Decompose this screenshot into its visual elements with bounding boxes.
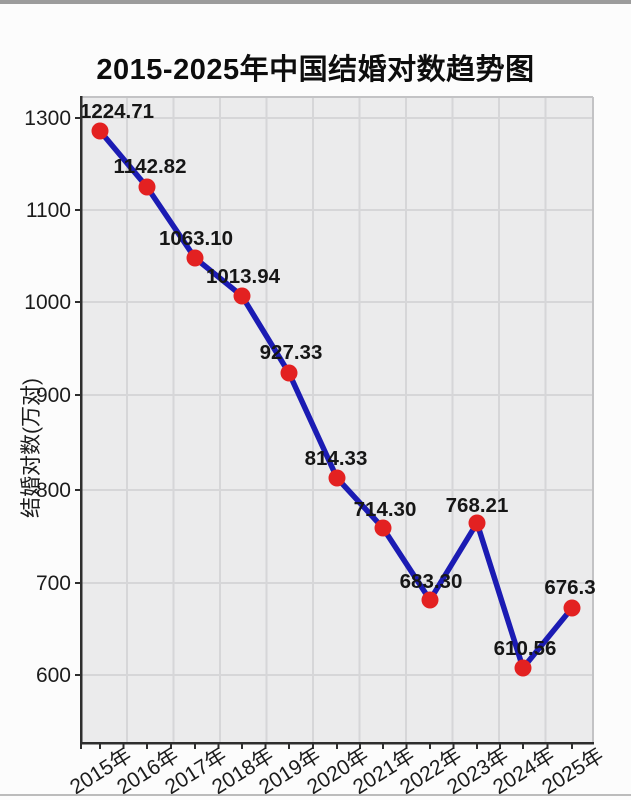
chart-title: 2015-2025年中国结婚对数趋势图: [96, 54, 535, 86]
y-tick-label: 700: [36, 572, 71, 595]
data-point-marker: [421, 591, 439, 609]
data-point-label: 683.30: [400, 570, 463, 593]
data-point-label: 927.33: [260, 341, 323, 364]
data-point-marker: [328, 469, 346, 487]
bottom-divider-line: [0, 794, 631, 796]
data-point-label: 714.30: [354, 498, 417, 521]
data-point-marker: [186, 249, 204, 267]
data-point-label: 814.33: [305, 447, 368, 470]
data-point-marker: [514, 659, 532, 677]
data-point-label: 610.56: [494, 637, 557, 660]
data-point-label: 1142.82: [114, 155, 187, 178]
data-point-marker: [280, 364, 298, 382]
y-tick-label: 1000: [24, 291, 71, 314]
data-point-label: 768.21: [446, 494, 509, 517]
data-point-marker: [374, 519, 392, 537]
data-point-marker: [468, 514, 486, 532]
data-point-marker: [233, 287, 251, 305]
data-point-label: 676.3: [544, 576, 595, 599]
y-tick-label: 900: [36, 384, 71, 407]
top-divider-bar: [0, 0, 631, 4]
data-point-label: 1013.94: [206, 265, 281, 288]
data-point-label: 1224.71: [80, 100, 154, 123]
data-point-marker: [138, 178, 156, 196]
data-point-label: 1063.10: [159, 227, 233, 250]
y-tick-label: 600: [36, 664, 71, 687]
y-tick-label: 1100: [26, 199, 71, 222]
y-tick-label: 1300: [24, 107, 71, 130]
data-point-marker: [91, 122, 109, 140]
data-point-marker: [563, 599, 581, 617]
y-tick-label: 800: [36, 479, 71, 502]
plot-area: [81, 97, 593, 743]
